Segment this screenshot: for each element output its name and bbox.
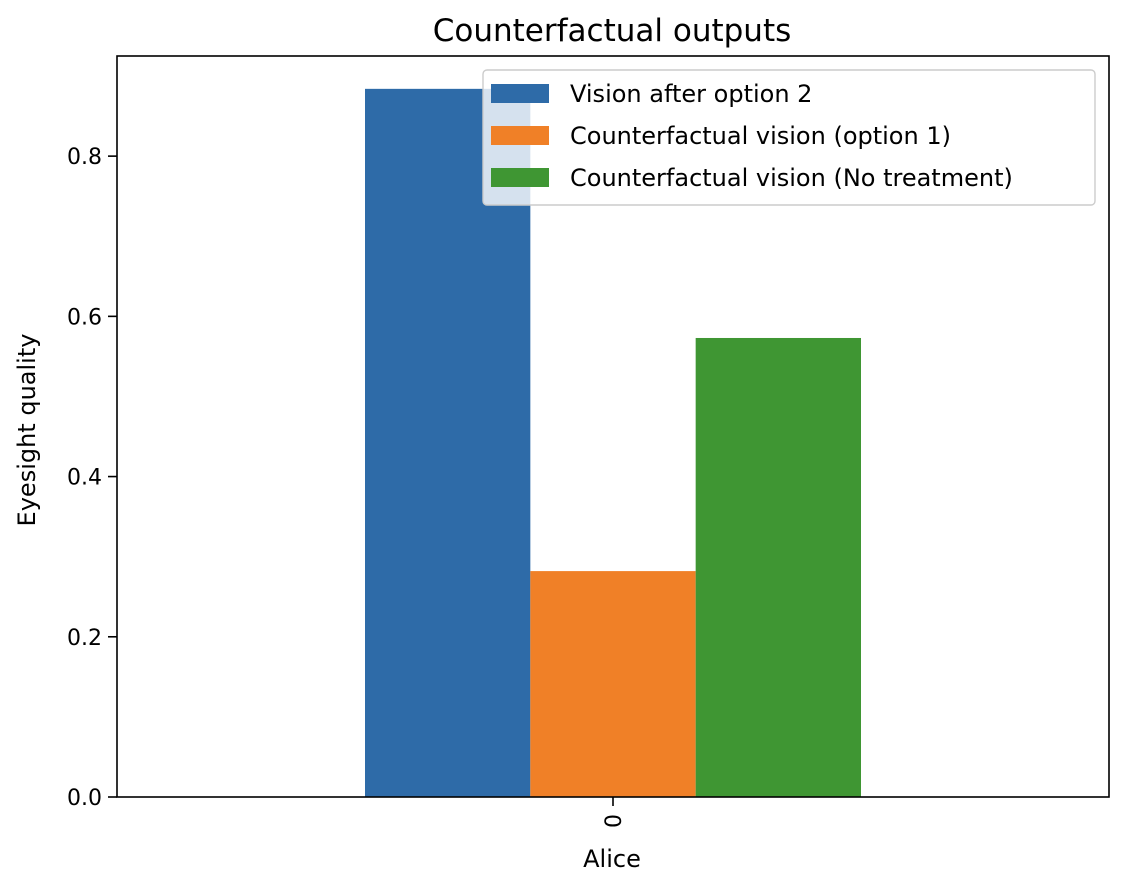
bar-3	[695, 337, 861, 797]
legend-swatch-3	[491, 168, 549, 187]
bar-1	[365, 88, 531, 798]
y-axis-label: Eyesight quality	[13, 334, 41, 527]
legend-swatch-2	[491, 126, 549, 145]
y-tick-label: 0.8	[67, 145, 102, 170]
legend-box	[482, 69, 1096, 206]
y-axis: 0.0 0.2 0.4 0.6 0.8	[67, 145, 117, 811]
legend: Vision after option 2 Counterfactual visi…	[482, 69, 1096, 206]
y-tick-label: 0.6	[67, 305, 102, 330]
y-tick-label: 0.4	[67, 466, 102, 491]
legend-swatch-1	[491, 84, 549, 103]
x-tick-label: 0	[602, 814, 627, 828]
legend-label-3: Counterfactual vision (No treatment)	[570, 164, 1013, 192]
x-axis-label: Alice	[583, 845, 641, 873]
y-tick-label: 0.0	[67, 786, 102, 811]
chart-title: Counterfactual outputs	[433, 13, 792, 49]
legend-label-1: Vision after option 2	[570, 80, 812, 108]
y-tick-label: 0.2	[67, 626, 102, 651]
bar-2	[530, 571, 696, 797]
x-axis: 0	[602, 797, 627, 828]
bars-group	[365, 88, 861, 798]
legend-label-2: Counterfactual vision (option 1)	[570, 122, 951, 150]
